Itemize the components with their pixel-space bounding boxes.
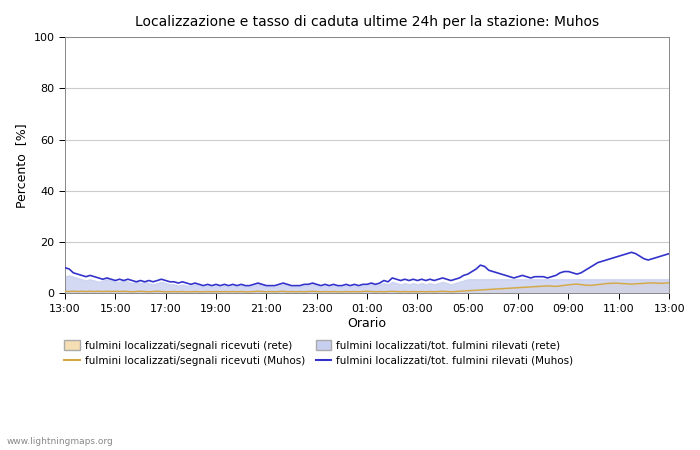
Legend: fulmini localizzati/segnali ricevuti (rete), fulmini localizzati/segnali ricevut: fulmini localizzati/segnali ricevuti (re… [60, 336, 578, 370]
Title: Localizzazione e tasso di caduta ultime 24h per la stazione: Muhos: Localizzazione e tasso di caduta ultime … [135, 15, 599, 29]
Text: www.lightningmaps.org: www.lightningmaps.org [7, 436, 113, 446]
Y-axis label: Percento  [%]: Percento [%] [15, 123, 28, 207]
X-axis label: Orario: Orario [348, 316, 386, 329]
